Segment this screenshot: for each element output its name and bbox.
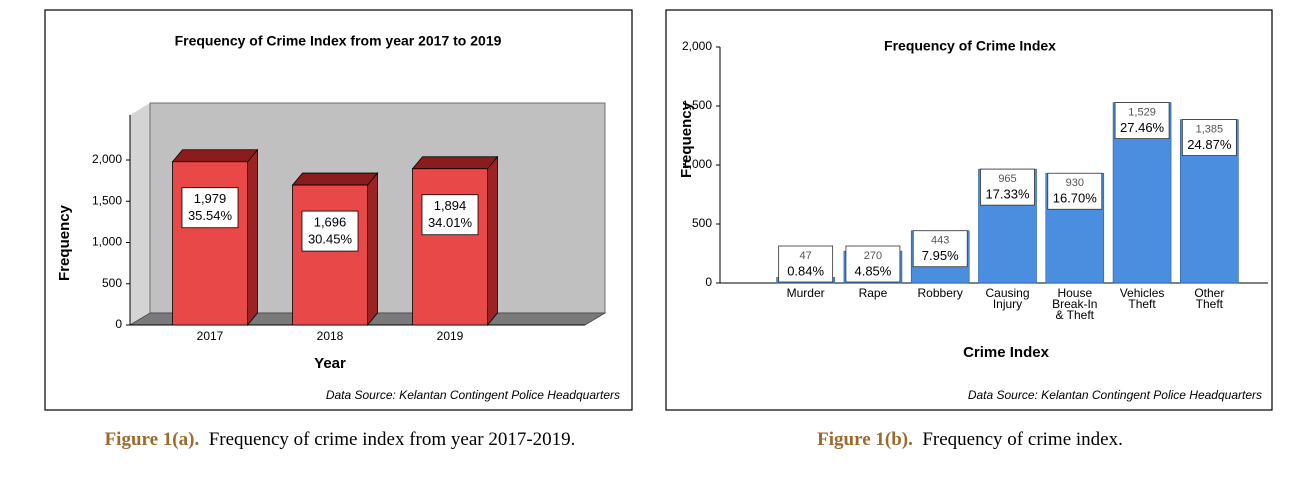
- x-tick-label: 2018: [317, 329, 344, 343]
- y-tick-label: 1,500: [92, 193, 122, 207]
- percent-label: 35.54%: [188, 208, 233, 223]
- label-box: [912, 230, 968, 268]
- y-tick-label: 2,000: [92, 152, 122, 166]
- bar: [292, 184, 368, 326]
- x-axis-label: Crime Index: [963, 344, 1050, 361]
- bar-side: [247, 148, 258, 327]
- bar-top: [291, 172, 379, 186]
- value-label: 930: [1066, 177, 1084, 189]
- caption-b: Figure 1(b). Frequency of crime index.: [700, 428, 1240, 452]
- x-tick-box: Vehicles Theft: [1119, 288, 1165, 311]
- x-tick-box: Causing Injury: [985, 288, 1030, 311]
- x-tick-label: Robbery: [917, 288, 963, 300]
- source-note: Data Source: Kelantan Contingent Police …: [326, 388, 620, 402]
- x-tick-label: Rape: [858, 288, 888, 300]
- y-tick-label: 1,000: [682, 157, 712, 171]
- x-tick-box: House Break-In & Theft: [1052, 288, 1098, 322]
- x-tick-label: Vehicles Theft: [1119, 288, 1165, 311]
- label-box: [181, 187, 239, 229]
- y-axis-label: Frequency: [56, 204, 73, 281]
- x-tick-label: Other Theft: [1194, 288, 1225, 311]
- percent-label: 30.45%: [308, 232, 353, 247]
- y-tick-label: 500: [692, 216, 712, 230]
- y-tick-label: 500: [102, 276, 122, 290]
- value-label: 47: [800, 250, 812, 262]
- x-tick-box: Other Theft: [1194, 288, 1225, 311]
- percent-label: 24.87%: [1187, 137, 1232, 152]
- y-tick-label: 1,000: [92, 235, 122, 249]
- chart-title: Frequency of Crime Index: [884, 38, 1056, 54]
- percent-label: 4.85%: [854, 263, 891, 278]
- y-tick-label: 2,000: [682, 39, 712, 53]
- y-tick-label: 0: [115, 317, 122, 331]
- bar-side: [487, 155, 498, 327]
- caption-label: Figure 1(b).: [817, 429, 913, 450]
- label-box: [778, 245, 834, 283]
- percent-label: 7.95%: [922, 248, 959, 263]
- label-box: [421, 194, 479, 236]
- bar-side: [367, 171, 378, 327]
- x-tick-label: 2017: [197, 329, 224, 343]
- x-tick-box: Robbery: [917, 288, 963, 300]
- label-box: [980, 168, 1035, 206]
- bar-top: [411, 156, 499, 170]
- bar: [412, 168, 488, 326]
- value-label: 1,385: [1196, 123, 1224, 135]
- label-box: [301, 210, 359, 252]
- y-tick-label: 1,500: [682, 98, 712, 112]
- y-tick-label: 0: [705, 275, 712, 289]
- value-label: 965: [998, 173, 1016, 185]
- bar: [172, 161, 248, 326]
- value-label: 270: [864, 250, 882, 262]
- caption-text: Frequency of crime index.: [922, 429, 1123, 450]
- caption-label: Figure 1(a).: [104, 429, 200, 450]
- value-label: 443: [931, 235, 949, 247]
- y-axis-label: Frequency: [678, 101, 695, 178]
- value-label: 1,979: [194, 191, 227, 206]
- x-axis-label: Year: [314, 355, 346, 372]
- value-label: 1,529: [1128, 106, 1156, 118]
- caption-text: Frequency of crime index from year 2017-…: [208, 429, 576, 450]
- caption-a: Figure 1(a). Frequency of crime index fr…: [70, 428, 610, 452]
- x-tick-box: Murder: [786, 288, 825, 300]
- value-label: 1,894: [434, 198, 467, 213]
- bar-top: [171, 149, 259, 163]
- label-box: [1047, 172, 1103, 210]
- x-tick-label: Causing Injury: [985, 288, 1030, 311]
- percent-label: 34.01%: [428, 215, 473, 230]
- source-note: Data Source: Kelantan Contingent Police …: [968, 388, 1262, 402]
- value-label: 1,696: [314, 215, 347, 230]
- percent-label: 0.84%: [787, 263, 824, 278]
- x-tick-box: Rape: [858, 288, 888, 300]
- label-box: [1114, 102, 1170, 139]
- label-box: [1181, 119, 1237, 156]
- side-wall: [130, 103, 150, 325]
- percent-label: 17.33%: [985, 187, 1030, 202]
- x-tick-label: 2019: [437, 329, 464, 343]
- x-tick-label: Murder: [786, 288, 825, 300]
- label-box: [845, 245, 901, 283]
- percent-label: 16.70%: [1053, 191, 1098, 206]
- x-tick-label: House Break-In & Theft: [1052, 288, 1098, 322]
- chart-title: Frequency of Crime Index from year 2017 …: [175, 33, 502, 49]
- percent-label: 27.46%: [1120, 120, 1165, 135]
